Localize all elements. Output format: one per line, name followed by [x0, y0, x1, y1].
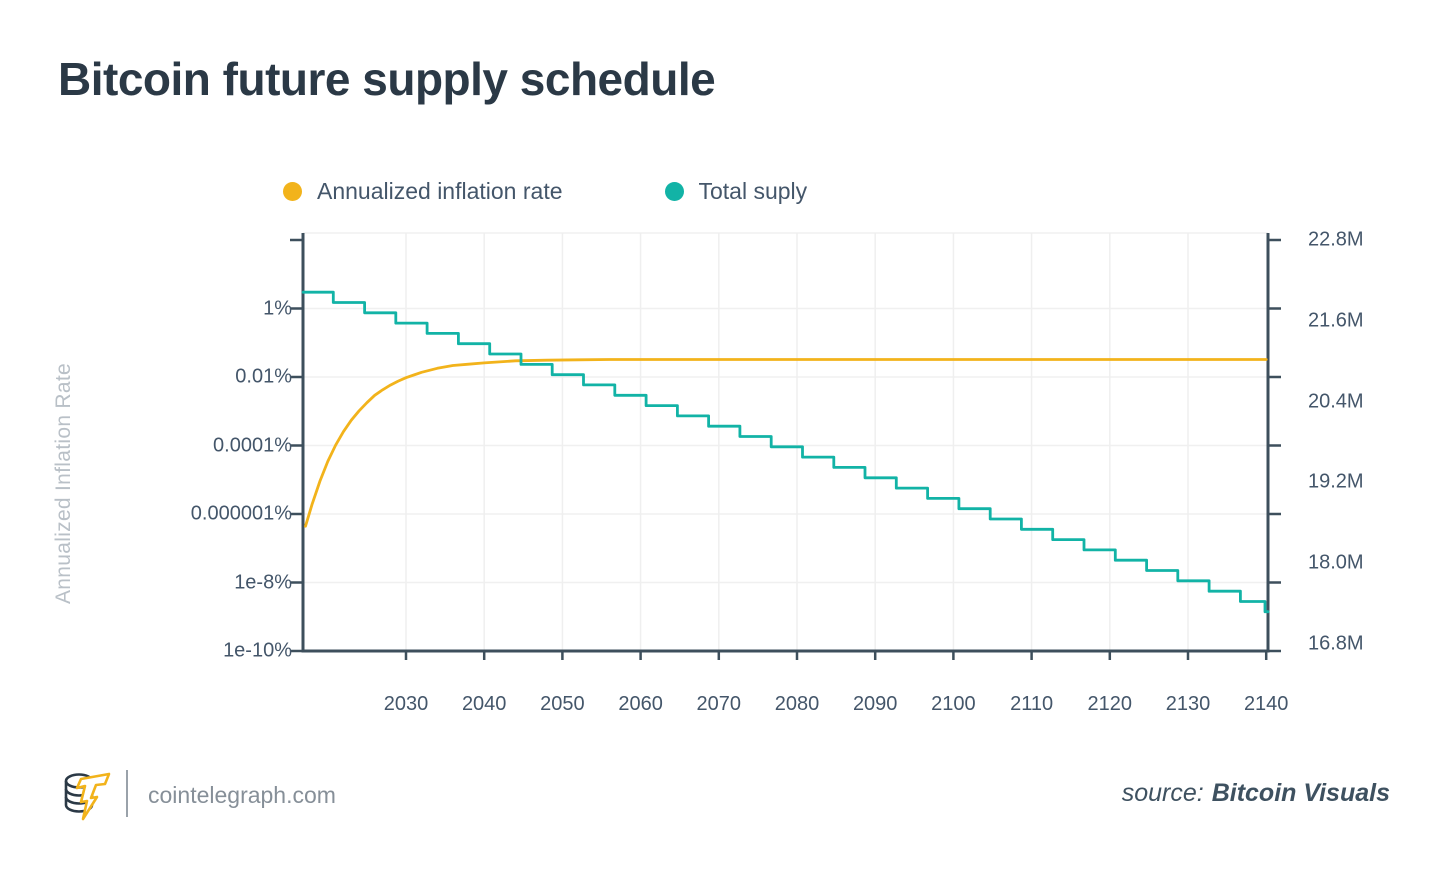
source-prefix: source: [1121, 779, 1204, 807]
y-axis-title: Annualized Inflation Rate [52, 363, 75, 604]
legend-label-inflation: Annualized inflation rate [317, 178, 563, 204]
x-axis-tick-label: 2100 [931, 693, 976, 715]
y-right-tick-label: 18.0M [1308, 551, 1364, 574]
footer-source: source: Bitcoin Visuals [1122, 779, 1390, 808]
y-right-tick-label: 20.4M [1308, 390, 1364, 413]
x-axis-tick-label: 2060 [618, 693, 663, 715]
x-axis-tick-label: 2130 [1165, 693, 1211, 715]
source-name: Bitcoin Visuals [1211, 779, 1390, 807]
series-line-total-supply [301, 290, 1270, 614]
x-axis-tick-label: 2030 [383, 693, 429, 715]
supply-series-dot-icon [664, 182, 684, 201]
x-axis-tick-label: 2110 [1010, 693, 1054, 715]
y-left-tick-label: 0.0001% [213, 434, 292, 456]
y-right-tick-label: 16.8M [1308, 632, 1364, 655]
y-right-tick-label: 19.2M [1308, 470, 1364, 493]
inflation-series-dot-icon [283, 182, 302, 201]
footer-divider [126, 770, 128, 817]
chart-canvas [290, 232, 1281, 660]
x-axis-tick-label: 2040 [461, 693, 507, 715]
legend-item-inflation: Annualized inflation rate [283, 178, 563, 205]
y-left-tick-label: 0.01% [235, 365, 292, 388]
x-axis-tick-label: 2050 [540, 693, 585, 715]
x-axis-tick-label: 2080 [774, 693, 820, 715]
legend-label-supply: Total suply [698, 178, 808, 204]
x-axis-tick-label: 2120 [1087, 693, 1133, 715]
x-axis-tick-label: 2070 [696, 693, 742, 715]
x-axis-tick-label: 2140 [1243, 693, 1289, 715]
lightning-t-icon [75, 772, 111, 821]
y-right-tick-label: 21.6M [1308, 309, 1364, 332]
x-axis-tick-label: 2090 [852, 693, 898, 715]
y-left-tick-label: 0.000001% [190, 502, 292, 525]
page-title: Bitcoin future supply schedule [58, 53, 716, 105]
y-left-tick-label: 1e-8% [234, 571, 292, 593]
series-line-inflation-rate [304, 358, 1268, 528]
footer-site-text: cointelegraph.com [148, 782, 336, 808]
y-left-tick-label: 1e-10% [223, 639, 292, 662]
y-left-tick-label: 1% [263, 297, 292, 319]
cointelegraph-logo [64, 772, 111, 821]
legend-item-supply: Total suply [664, 178, 808, 205]
y-right-tick-label: 22.8M [1308, 228, 1364, 251]
chart-legend: Annualized inflation rate Total suply [283, 178, 807, 205]
